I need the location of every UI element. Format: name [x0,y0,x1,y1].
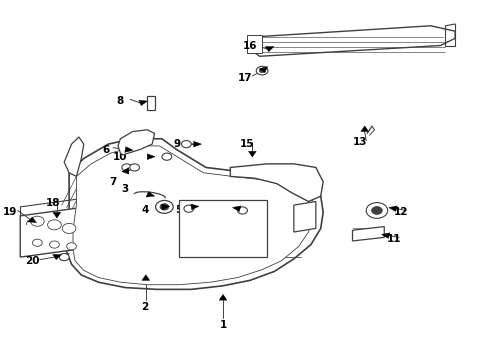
Text: 8: 8 [117,96,124,106]
Polygon shape [232,206,241,212]
Circle shape [366,203,388,219]
Text: 17: 17 [238,73,252,83]
Circle shape [259,68,265,73]
Polygon shape [28,217,37,222]
Text: 3: 3 [122,184,129,194]
Text: 13: 13 [353,138,367,147]
Text: 20: 20 [25,256,40,266]
Text: 9: 9 [173,139,180,149]
Polygon shape [139,100,147,105]
Polygon shape [382,233,390,238]
Circle shape [256,66,268,75]
Polygon shape [361,126,368,132]
Polygon shape [294,202,316,232]
Circle shape [156,201,173,213]
Text: 7: 7 [109,177,117,187]
Circle shape [49,241,59,248]
Polygon shape [179,200,267,257]
Circle shape [181,140,191,148]
Circle shape [30,216,44,226]
Polygon shape [194,141,201,147]
Text: 12: 12 [394,207,409,217]
Circle shape [371,207,382,215]
Circle shape [67,243,76,250]
Polygon shape [248,151,256,157]
Polygon shape [142,275,150,280]
Polygon shape [147,96,155,110]
Polygon shape [247,35,262,53]
Text: 5: 5 [175,206,183,216]
Circle shape [160,204,169,210]
Polygon shape [125,147,133,152]
Polygon shape [265,46,274,52]
Polygon shape [389,206,397,212]
Polygon shape [191,204,199,210]
Text: 18: 18 [46,198,61,208]
Polygon shape [352,226,384,241]
Polygon shape [147,154,155,159]
Circle shape [122,164,132,171]
Polygon shape [122,168,129,174]
Circle shape [32,239,42,246]
Text: 2: 2 [141,302,148,312]
Polygon shape [64,137,84,176]
Polygon shape [73,146,315,285]
Text: 10: 10 [113,152,128,162]
Text: 4: 4 [141,206,148,216]
Text: 6: 6 [102,144,109,154]
Text: 1: 1 [220,320,227,330]
Polygon shape [259,67,268,73]
Polygon shape [20,207,86,257]
Circle shape [59,253,69,261]
Polygon shape [250,26,455,56]
Polygon shape [53,255,61,260]
Polygon shape [162,204,170,210]
Circle shape [238,207,247,214]
Circle shape [130,164,140,171]
Polygon shape [219,294,227,300]
Text: 15: 15 [240,139,255,149]
Text: 14: 14 [233,207,247,217]
Text: 19: 19 [3,207,18,217]
Circle shape [48,220,61,230]
Polygon shape [118,130,155,155]
Circle shape [62,224,76,233]
Polygon shape [53,212,61,218]
Polygon shape [230,164,323,202]
Text: 11: 11 [387,234,401,244]
Polygon shape [67,139,323,289]
Circle shape [184,205,194,212]
Text: 16: 16 [243,41,257,50]
Circle shape [162,153,172,160]
Polygon shape [146,192,155,197]
